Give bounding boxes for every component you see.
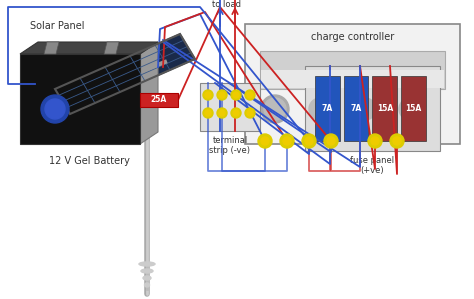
Circle shape [351,95,379,123]
Circle shape [283,137,291,145]
Circle shape [217,90,227,100]
Circle shape [368,134,382,148]
Circle shape [306,95,334,123]
Text: fuse panel
(+ve): fuse panel (+ve) [350,156,394,176]
Circle shape [302,134,316,148]
Circle shape [245,90,255,100]
Circle shape [219,92,225,98]
Circle shape [45,99,65,119]
FancyBboxPatch shape [245,24,460,144]
Circle shape [261,137,269,145]
FancyBboxPatch shape [140,93,178,107]
Circle shape [247,110,253,116]
Text: 7A: 7A [322,104,333,113]
Circle shape [354,98,376,120]
Text: charge controller: charge controller [311,32,394,42]
Circle shape [203,108,213,118]
Circle shape [371,137,379,145]
Circle shape [261,95,289,123]
Polygon shape [55,34,195,114]
Text: 12 V Gel Battery: 12 V Gel Battery [48,156,129,166]
Polygon shape [20,42,158,54]
FancyBboxPatch shape [344,76,368,141]
Circle shape [390,134,404,148]
Polygon shape [104,42,119,54]
FancyBboxPatch shape [260,51,445,89]
Text: 15A: 15A [405,104,422,113]
Circle shape [231,108,241,118]
FancyBboxPatch shape [401,76,426,141]
Circle shape [203,90,213,100]
Ellipse shape [141,269,153,273]
Circle shape [393,137,401,145]
Circle shape [41,95,69,123]
Polygon shape [140,42,158,144]
Circle shape [258,134,272,148]
Circle shape [233,92,239,98]
Circle shape [327,137,335,145]
Circle shape [231,90,241,100]
Circle shape [219,110,225,116]
Circle shape [217,108,227,118]
Circle shape [245,108,255,118]
Circle shape [205,92,211,98]
Text: 25A: 25A [151,95,167,104]
Text: to load: to load [212,0,241,9]
Circle shape [233,110,239,116]
Circle shape [247,92,253,98]
Text: Solar Panel: Solar Panel [30,21,84,31]
Ellipse shape [143,276,151,280]
Polygon shape [44,42,59,54]
Ellipse shape [139,262,155,266]
FancyBboxPatch shape [200,83,260,131]
Circle shape [396,95,424,123]
Circle shape [399,98,421,120]
Circle shape [305,137,313,145]
Text: 15A: 15A [377,104,393,113]
Text: 7A: 7A [350,104,362,113]
Text: terminal
strip (-ve): terminal strip (-ve) [210,136,250,155]
Circle shape [205,110,211,116]
Circle shape [309,98,331,120]
FancyBboxPatch shape [373,76,397,141]
Ellipse shape [145,283,149,287]
FancyBboxPatch shape [20,54,140,144]
Circle shape [264,98,286,120]
Circle shape [324,134,338,148]
FancyBboxPatch shape [305,66,440,151]
Circle shape [280,134,294,148]
FancyBboxPatch shape [261,70,444,88]
FancyBboxPatch shape [315,76,340,141]
